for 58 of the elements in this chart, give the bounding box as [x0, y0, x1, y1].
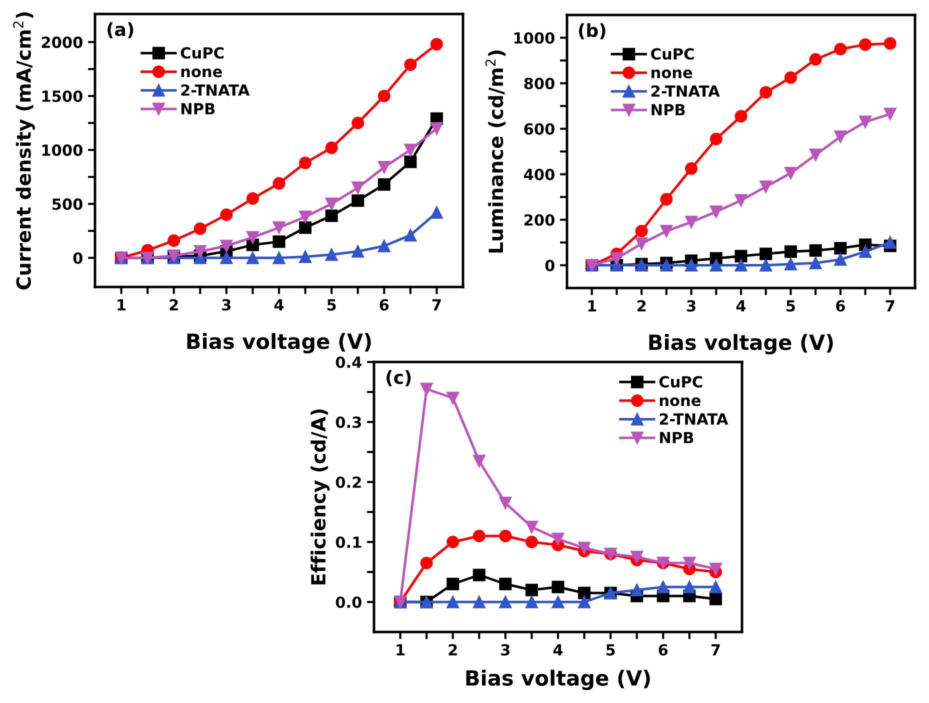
y-tick-label: 400 — [524, 168, 554, 180]
x-tick-label: 1 — [118, 299, 126, 310]
x-tick-label: 7 — [711, 644, 720, 656]
x-tick-label: 1 — [396, 644, 405, 656]
legend-label: none — [660, 397, 700, 406]
y-tick-label: 0.1 — [336, 536, 362, 548]
legend-label: CuPC — [180, 47, 224, 59]
legend-label: 2-TNATA — [181, 84, 250, 96]
text: 0.0 — [336, 596, 362, 608]
y-axis-title: Current density (mA/cm$^{2}$) — [13, 12, 35, 290]
y-tick-label: 1500 — [42, 90, 82, 102]
y-tick-label: 0.2 — [336, 476, 361, 488]
legend-label: none — [652, 70, 692, 78]
x-tick-label: 6 — [658, 644, 668, 656]
y-tick-label: 0.4 — [336, 356, 362, 368]
annotation: (c) — [386, 370, 411, 386]
x-tick-label: 5 — [786, 300, 795, 312]
x-tick-label: 4 — [274, 299, 284, 310]
y-tick-label: 800 — [524, 78, 554, 90]
legend-label: none — [181, 68, 222, 78]
x-tick-label: 4 — [553, 644, 563, 656]
x-tick-label: 2 — [448, 644, 457, 656]
y-tick-label: 200 — [524, 214, 554, 226]
y-tick-label: 0.3 — [336, 416, 361, 428]
legend-label: 2-TNATA — [660, 413, 728, 425]
x-tick-label: 3 — [501, 644, 510, 656]
legend-label: 2-TNATA — [651, 85, 720, 97]
x-tick-label: 3 — [222, 299, 231, 311]
x-tick-label: 5 — [327, 299, 336, 311]
y-axis-title: Luminance (cd/m$^{2}$) — [485, 50, 506, 252]
y-axis-title: Efficiency (cd/A) — [310, 409, 330, 584]
legend-label: NPB — [660, 432, 694, 444]
legend-label: NPB — [652, 104, 685, 116]
y-tick-label: 500 — [52, 198, 82, 210]
x-axis-title: Bias voltage (V) — [187, 333, 371, 354]
y-tick-label: 2000 — [42, 36, 82, 48]
annotation: (a) — [108, 22, 134, 38]
x-tick-label: 2 — [170, 299, 178, 310]
x-axis-title: Bias voltage (V) — [649, 334, 833, 354]
x-tick-label: 1 — [588, 300, 596, 312]
y-tick-label: 1000 — [514, 32, 554, 44]
y-tick-label: 0 — [73, 252, 82, 264]
x-tick-label: 5 — [606, 644, 615, 656]
x-tick-label: 4 — [736, 300, 746, 312]
x-tick-label: 3 — [686, 300, 696, 312]
y-tick-label: 1000 — [42, 144, 82, 156]
x-tick-label: 2 — [637, 300, 646, 312]
legend-label: CuPC — [651, 48, 694, 60]
x-tick-label: 7 — [432, 299, 441, 310]
y-tick-label: 0 — [545, 260, 554, 272]
annotation: (b) — [578, 23, 606, 40]
legend-label: CuPC — [659, 376, 702, 388]
x-axis-title: Bias voltage (V) — [466, 670, 650, 690]
y-tick-label: 600 — [524, 123, 554, 135]
legend-label: NPB — [181, 103, 215, 114]
x-tick-label: 6 — [836, 300, 845, 312]
x-tick-label: 7 — [886, 300, 894, 312]
x-tick-label: 6 — [380, 299, 389, 311]
